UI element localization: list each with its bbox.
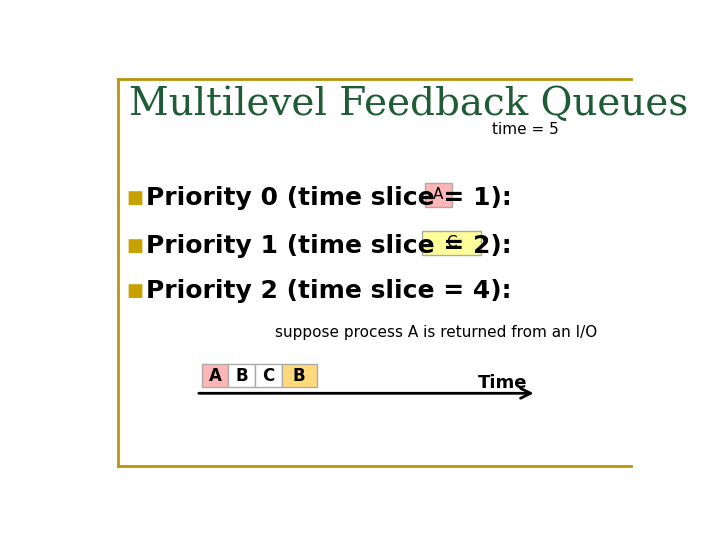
Text: B: B [235, 367, 248, 384]
Text: Priority 0 (time slice = 1):: Priority 0 (time slice = 1): [145, 186, 511, 210]
FancyBboxPatch shape [425, 183, 451, 207]
Text: ■: ■ [126, 282, 143, 300]
FancyBboxPatch shape [282, 364, 317, 387]
Text: Multilevel Feedback Queues: Multilevel Feedback Queues [129, 86, 688, 123]
FancyBboxPatch shape [255, 364, 282, 387]
Text: A: A [433, 187, 444, 202]
Text: ■: ■ [126, 189, 143, 207]
Text: C: C [262, 367, 275, 384]
Text: C: C [446, 235, 456, 250]
Text: B: B [293, 367, 305, 384]
FancyBboxPatch shape [202, 364, 228, 387]
Text: Priority 2 (time slice = 4):: Priority 2 (time slice = 4): [145, 279, 511, 303]
Text: time = 5: time = 5 [492, 122, 559, 137]
Text: A: A [209, 367, 222, 384]
FancyBboxPatch shape [228, 364, 255, 387]
Text: ■: ■ [126, 237, 143, 255]
FancyBboxPatch shape [422, 231, 481, 255]
Text: Priority 1 (time slice = 2):: Priority 1 (time slice = 2): [145, 234, 511, 258]
Text: suppose process A is returned from an I/O: suppose process A is returned from an I/… [275, 326, 597, 341]
Text: Time: Time [478, 374, 527, 392]
